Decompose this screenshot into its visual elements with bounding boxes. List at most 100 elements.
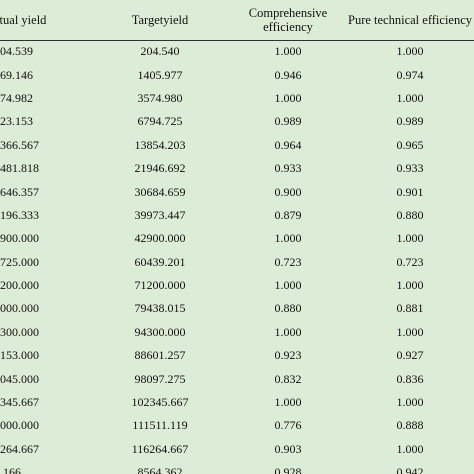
cell-target-yield: 88601.257	[134, 348, 186, 363]
table-row: 1000.000 111511.119 0.776 0.888	[0, 414, 474, 437]
cell-comprehensive-efficiency: 0.723	[274, 254, 302, 269]
cell-target-yield: 111511.119	[132, 418, 188, 433]
table-row: 3366.567 13854.203 0.964 0.965	[0, 134, 474, 157]
cell-comprehensive-efficiency: 0.879	[274, 207, 302, 222]
cell-actual-yield: 2045.000	[0, 371, 39, 386]
header-actual-yield: ctual yield	[0, 0, 90, 41]
cell-actual-yield: 2900.000	[0, 231, 39, 246]
cell-pure-technical-efficiency: 0.881	[396, 301, 424, 316]
cell-target-yield: 71200.000	[134, 278, 186, 293]
table-row: 204.539 204.540 1.000 1.000	[0, 40, 474, 63]
table-row: 7646.357 30684.659 0.900 0.901	[0, 180, 474, 203]
cell-comprehensive-efficiency: 0.903	[274, 441, 302, 456]
header-row: ctual yield Targetyield Comprehensive ef…	[0, 0, 474, 41]
cell-comprehensive-efficiency: 0.933	[274, 161, 302, 176]
cell-comprehensive-efficiency: 1.000	[274, 90, 302, 105]
cell-comprehensive-efficiency: 0.776	[274, 418, 302, 433]
cell-pure-technical-efficiency: 1.000	[396, 441, 424, 456]
cell-pure-technical-efficiency: 1.000	[396, 44, 424, 59]
cell-pure-technical-efficiency: 0.942	[396, 465, 424, 474]
table-body: 204.539 204.540 1.000 1.000 369.146 1405.977 0…	[0, 40, 474, 474]
cell-pure-technical-efficiency: 1.000	[396, 278, 424, 293]
cell-pure-technical-efficiency: 0.989	[396, 114, 424, 129]
cell-pure-technical-efficiency: 1.000	[396, 231, 424, 246]
cell-target-yield: 98097.275	[134, 371, 186, 386]
cell-target-yield: 60439.201	[134, 254, 186, 269]
cell-comprehensive-efficiency: 0.880	[274, 301, 302, 316]
cell-comprehensive-efficiency: 1.000	[274, 324, 302, 339]
cell-actual-yield: 2345.667	[0, 395, 39, 410]
cell-pure-technical-efficiency: 0.933	[396, 161, 424, 176]
cell-comprehensive-efficiency: 0.832	[274, 371, 302, 386]
table-row: 5196.333 39973.447 0.879 0.880	[0, 204, 474, 227]
cell-comprehensive-efficiency: 1.000	[274, 278, 302, 293]
cell-target-yield: 42900.000	[134, 231, 186, 246]
cell-pure-technical-efficiency: 1.000	[396, 324, 424, 339]
table-row: 574.982 3574.980 1.000 1.000	[0, 87, 474, 110]
cell-actual-yield: 7.166	[0, 465, 21, 474]
cell-target-yield: 6794.725	[137, 114, 183, 129]
cell-actual-yield: 1000.000	[0, 418, 39, 433]
cell-actual-yield: 5196.333	[0, 207, 39, 222]
header-pure-technical-efficiency: Pure technical efficiency	[346, 0, 474, 41]
cell-pure-technical-efficiency: 0.880	[396, 207, 424, 222]
cell-target-yield: 21946.692	[134, 161, 186, 176]
cell-pure-technical-efficiency: 0.965	[396, 137, 424, 152]
table-row: 2900.000 42900.000 1.000 1.000	[0, 227, 474, 250]
table-row: 3725.000 60439.201 0.723 0.723	[0, 251, 474, 274]
cell-comprehensive-efficiency: 0.946	[274, 67, 302, 82]
cell-comprehensive-efficiency: 1.000	[274, 231, 302, 246]
header-comprehensive-efficiency: Comprehensive efficiency	[230, 0, 346, 41]
table-row: 0481.818 21946.692 0.933 0.933	[0, 157, 474, 180]
cell-actual-yield: 0481.818	[0, 161, 39, 176]
cell-actual-yield: 204.539	[0, 44, 33, 59]
cell-actual-yield: 1200.000	[0, 278, 39, 293]
cell-actual-yield: 2153.000	[0, 348, 39, 363]
table-row: 723.153 6794.725 0.989 0.989	[0, 110, 474, 133]
cell-comprehensive-efficiency: 0.923	[274, 348, 302, 363]
cell-comprehensive-efficiency: 0.928	[274, 465, 302, 474]
cell-actual-yield: 4300.000	[0, 324, 39, 339]
cell-pure-technical-efficiency: 0.888	[396, 418, 424, 433]
cell-target-yield: 204.540	[140, 44, 180, 59]
cell-comprehensive-efficiency: 1.000	[274, 395, 302, 410]
cell-target-yield: 39973.447	[134, 207, 186, 222]
cell-actual-yield: 7646.357	[0, 184, 39, 199]
cell-actual-yield: 369.146	[0, 67, 33, 82]
cell-target-yield: 102345.667	[131, 395, 189, 410]
cell-target-yield: 30684.659	[134, 184, 186, 199]
cell-pure-technical-efficiency: 0.723	[396, 254, 424, 269]
header-target-yield: Targetyield	[90, 0, 230, 41]
cell-actual-yield: 723.153	[0, 114, 33, 129]
cell-comprehensive-efficiency: 0.964	[274, 137, 302, 152]
cell-actual-yield: 3725.000	[0, 254, 39, 269]
table-header: ctual yield Targetyield Comprehensive ef…	[0, 0, 474, 41]
cell-pure-technical-efficiency: 0.974	[396, 67, 424, 82]
cell-target-yield: 79438.015	[134, 301, 186, 316]
cell-target-yield: 1405.977	[137, 67, 183, 82]
table-row: 6264.667 116264.667 0.903 1.000	[0, 438, 474, 461]
table-row: 1200.000 71200.000 1.000 1.000	[0, 274, 474, 297]
cell-comprehensive-efficiency: 1.000	[274, 44, 302, 59]
table-row: 4300.000 94300.000 1.000 1.000	[0, 321, 474, 344]
table-row: 7.166 8564.362 0.928 0.942	[0, 461, 474, 474]
table-row: 369.146 1405.977 0.946 0.974	[0, 63, 474, 86]
cell-pure-technical-efficiency: 0.927	[396, 348, 424, 363]
cell-actual-yield: 3366.567	[0, 137, 39, 152]
cell-actual-yield: 6264.667	[0, 441, 39, 456]
cell-pure-technical-efficiency: 1.000	[396, 90, 424, 105]
cell-target-yield: 3574.980	[137, 90, 183, 105]
cell-comprehensive-efficiency: 0.900	[274, 184, 302, 199]
cell-comprehensive-efficiency: 0.989	[274, 114, 302, 129]
cell-target-yield: 13854.203	[134, 137, 186, 152]
table-row: 2345.667 102345.667 1.000 1.000	[0, 391, 474, 414]
cell-actual-yield: 574.982	[0, 90, 33, 105]
cell-pure-technical-efficiency: 0.901	[396, 184, 424, 199]
cell-target-yield: 8564.362	[137, 465, 183, 474]
cell-target-yield: 116264.667	[131, 441, 189, 456]
table-row: 2045.000 98097.275 0.832 0.836	[0, 367, 474, 390]
